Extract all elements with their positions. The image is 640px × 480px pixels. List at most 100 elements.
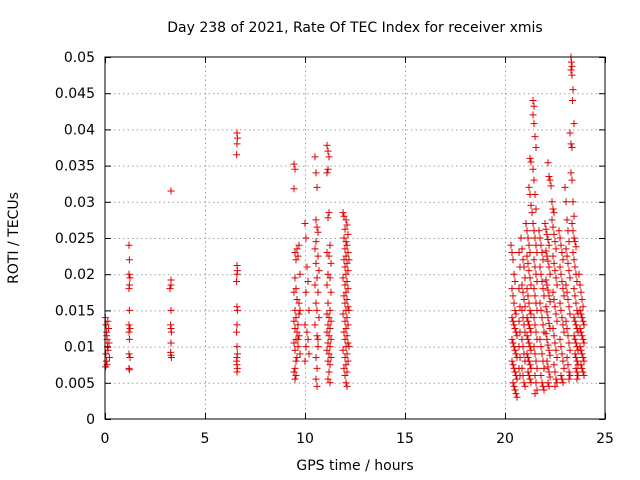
data-point — [525, 339, 533, 347]
data-point — [323, 141, 331, 149]
data-point — [529, 111, 537, 119]
data-point — [570, 256, 578, 264]
data-point — [537, 270, 545, 278]
data-point — [303, 328, 311, 336]
data-point — [233, 368, 241, 376]
data-point — [558, 277, 566, 285]
y-tick-labels: 0 0.005 0.01 0.015 0.02 0.025 0.03 0.035 0.04 0.0… — [55, 50, 95, 428]
data-point — [518, 245, 526, 253]
data-point — [538, 277, 546, 285]
data-point — [527, 346, 535, 354]
data-point — [579, 353, 587, 361]
data-point — [126, 274, 134, 282]
data-point — [549, 252, 557, 260]
data-point — [533, 364, 541, 372]
data-point — [548, 198, 556, 206]
data-point — [550, 230, 558, 238]
data-point — [578, 296, 586, 304]
data-point — [510, 382, 518, 390]
data-point — [572, 299, 580, 307]
data-point — [580, 357, 588, 365]
data-point — [344, 321, 352, 329]
data-point — [550, 259, 558, 267]
data-point — [342, 252, 350, 260]
data-point — [166, 285, 174, 293]
data-point — [315, 314, 323, 322]
data-point — [549, 288, 557, 296]
data-point — [526, 248, 534, 256]
data-point — [294, 252, 302, 260]
data-point — [575, 270, 583, 278]
data-point — [125, 328, 133, 336]
x-tick-labels: 0 5 10 15 20 25 — [101, 431, 614, 447]
data-point — [545, 368, 553, 376]
data-point — [233, 321, 241, 329]
data-point — [532, 328, 540, 336]
data-point — [570, 314, 578, 322]
y-tick-label: 0.02 — [64, 267, 95, 283]
data-point — [343, 368, 351, 376]
data-point — [325, 368, 333, 376]
data-point — [311, 153, 319, 161]
data-point — [295, 299, 303, 307]
data-point — [292, 256, 300, 264]
data-point — [543, 252, 551, 260]
data-point — [523, 314, 531, 322]
data-point — [524, 234, 532, 242]
data-point — [125, 285, 133, 293]
data-point — [323, 310, 331, 318]
data-point — [296, 350, 304, 358]
data-point — [509, 292, 517, 300]
data-point — [538, 248, 546, 256]
data-point — [544, 235, 552, 243]
data-point — [545, 382, 553, 390]
data-point — [313, 223, 321, 231]
data-point — [565, 339, 573, 347]
data-point — [536, 263, 544, 271]
data-point — [290, 368, 298, 376]
data-point — [510, 299, 518, 307]
data-point — [565, 375, 573, 383]
data-point — [125, 256, 133, 264]
data-point — [571, 350, 579, 358]
data-point — [579, 335, 587, 343]
data-point — [294, 321, 302, 329]
data-point — [341, 317, 349, 325]
data-point — [312, 169, 320, 177]
data-point — [339, 310, 347, 318]
data-point — [542, 247, 550, 255]
data-point — [341, 263, 349, 271]
data-point — [566, 274, 574, 282]
data-point — [549, 205, 557, 213]
data-point — [324, 214, 332, 222]
data-point — [508, 335, 516, 343]
data-point — [508, 285, 516, 293]
data-point — [323, 281, 331, 289]
data-point — [292, 314, 300, 322]
data-point — [291, 165, 299, 173]
data-point — [327, 288, 335, 296]
data-point — [558, 314, 566, 322]
data-point — [341, 372, 349, 380]
data-point — [539, 382, 547, 390]
y-tick-label: 0.015 — [55, 303, 95, 319]
data-point — [539, 321, 547, 329]
data-point — [293, 245, 301, 253]
data-point — [290, 288, 298, 296]
data-point — [518, 364, 526, 372]
data-point — [167, 339, 175, 347]
data-point — [528, 209, 536, 217]
data-point — [294, 335, 302, 343]
data-point — [103, 332, 111, 340]
data-point — [339, 274, 347, 282]
data-point — [550, 361, 558, 369]
data-point — [102, 357, 110, 365]
data-point — [526, 306, 534, 314]
data-point — [557, 372, 565, 380]
data-point — [326, 343, 334, 351]
data-point — [343, 332, 351, 340]
data-point — [340, 234, 348, 242]
data-point — [542, 303, 550, 311]
data-point — [508, 314, 516, 322]
data-point — [343, 259, 351, 267]
